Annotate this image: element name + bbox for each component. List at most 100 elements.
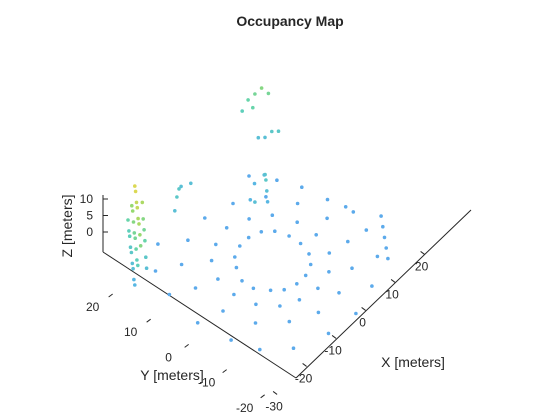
data-point [314,233,319,237]
data-point [136,263,140,268]
data-point [278,304,282,308]
data-point [131,266,135,271]
data-point [135,258,139,262]
y-tick-mark [184,343,189,348]
data-point [138,244,143,248]
data-point [130,203,134,208]
data-point [129,250,134,255]
y-tick-label: 10 [124,325,138,339]
data-point [325,197,330,202]
data-point [136,216,140,221]
x-tick-mark [390,279,396,283]
data-point [229,338,233,342]
data-point [258,347,262,352]
y-tick-mark [146,318,151,323]
data-point [308,262,313,267]
x-tick-label: 20 [415,259,429,273]
data-point [137,222,141,226]
data-point [214,242,218,247]
data-point [189,181,193,186]
y-axis-line [102,251,297,379]
data-point [307,252,311,256]
data-point [262,173,267,177]
x-tick-label: 10 [385,287,399,301]
data-point [264,178,268,182]
z-tick-label: 10 [80,192,94,206]
data-point [231,201,235,206]
x-tick-label: -10 [324,343,342,357]
data-point [144,255,148,259]
data-point [234,265,239,270]
data-point [327,270,331,274]
y-tick-label: 20 [86,300,100,314]
x-axis-label: X [meters] [381,354,445,370]
axes [102,195,472,379]
data-point [247,174,251,178]
data-point [276,129,281,133]
data-point [240,109,244,113]
chart-title: Occupancy Map [236,13,343,29]
z-axis-ticks: 0 5 10 [80,192,108,239]
data-point [251,286,256,291]
data-point [337,291,341,295]
data-point [300,185,304,189]
z-tick-label: 0 [86,225,93,239]
data-point [275,178,279,182]
x-tick-label: -30 [265,399,283,413]
data-point [135,205,140,210]
data-point [153,269,158,273]
data-point [179,184,183,189]
y-tick-mark [108,293,113,298]
data-point [326,331,331,336]
data-point [265,200,270,204]
x-tick-label: -20 [295,371,313,385]
data-point [270,129,274,134]
data-point [346,239,350,244]
data-point [177,187,181,191]
x-tick-mark [361,307,366,311]
data-point [351,210,356,214]
x-tick-mark [331,335,337,339]
y-tick-label: 0 [165,350,172,364]
data-point [142,228,146,232]
data-point [128,245,133,249]
data-point [265,189,269,193]
data-point [251,105,255,110]
y-axis-ticks: -20 -10 0 10 20 [86,293,265,415]
data-point [270,213,275,217]
y-tick-label: -20 [236,401,254,415]
data-point [248,198,253,202]
data-point [203,216,207,220]
data-point [127,234,132,238]
data-point [193,286,198,290]
data-point [156,242,160,246]
data-point [195,321,200,325]
data-point [238,244,242,248]
data-point [224,226,229,230]
data-point [138,233,142,237]
data-point [254,302,258,307]
data-point [143,238,147,243]
data-point [295,201,300,206]
data-point [173,209,177,213]
data-point [132,231,137,235]
y-axis-label: Y [meters] [140,367,204,383]
data-point [253,200,257,204]
y-tick-mark [222,369,227,374]
data-point [233,255,237,259]
data-point [273,229,277,233]
data-point [221,309,225,313]
data-point [379,214,383,218]
data-point [386,256,390,261]
data-point [382,235,387,240]
data-point [264,195,268,199]
point-cloud-series [126,86,390,352]
data-point [256,135,261,140]
data-point [133,236,137,240]
x-axis-ticks: -30 -20 -10 0 10 20 [265,251,429,413]
data-point [141,217,145,221]
data-point [354,311,358,316]
data-point [325,216,329,221]
data-point [316,286,320,291]
